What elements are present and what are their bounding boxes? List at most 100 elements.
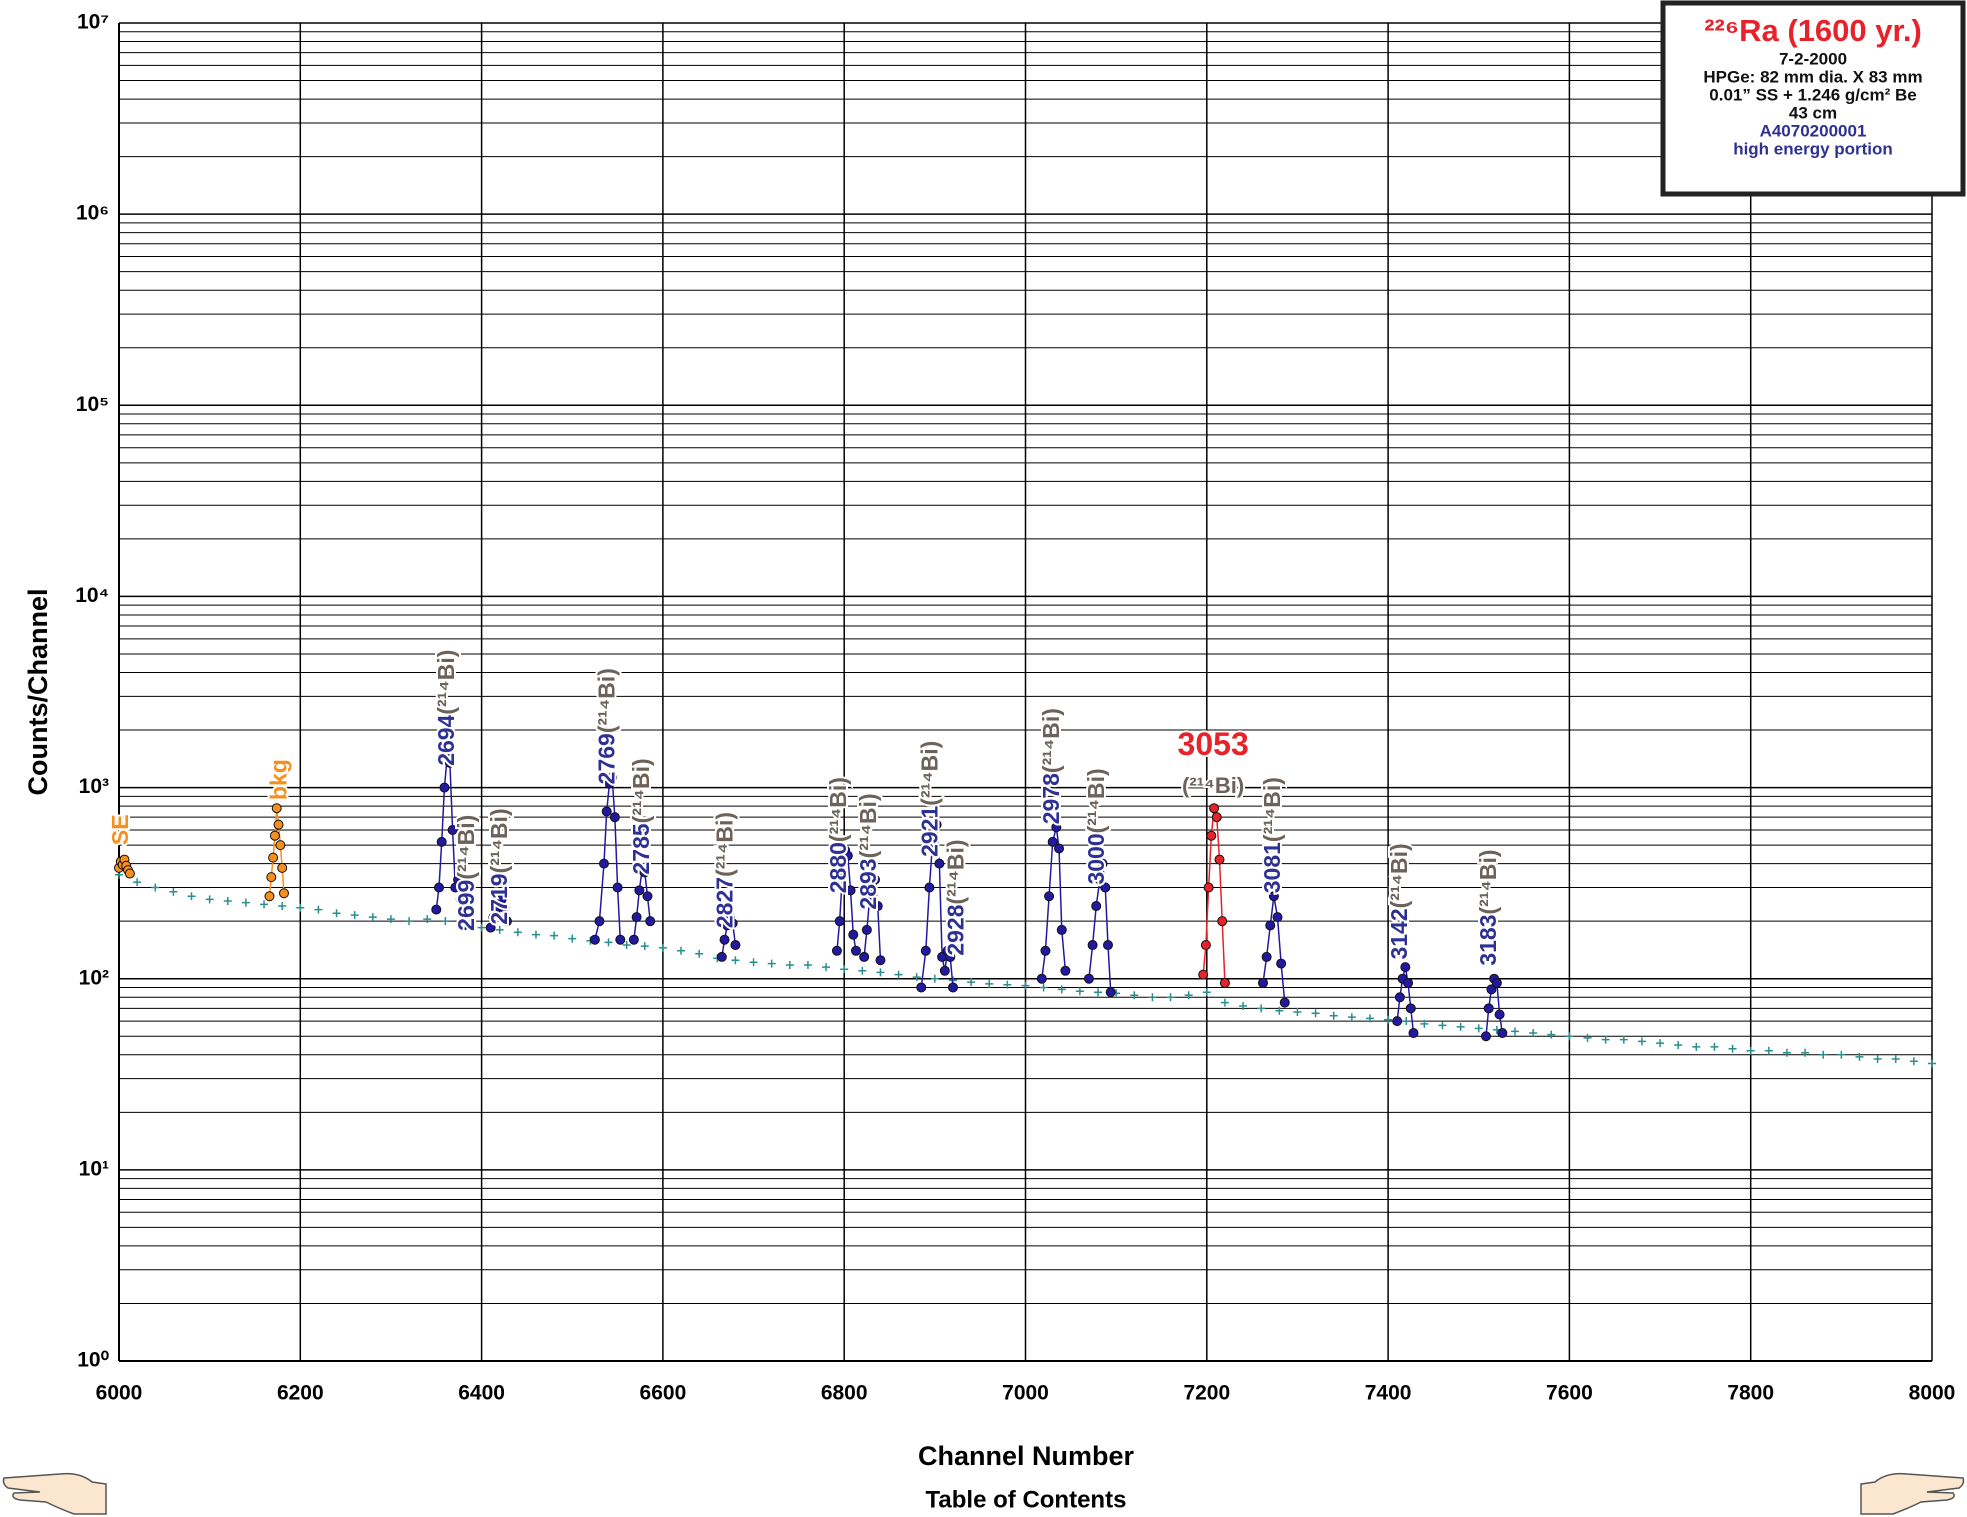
info-source-line: A4070200001: [1760, 121, 1867, 140]
data-point: [447, 824, 458, 835]
data-point: [455, 894, 466, 905]
data-point: [271, 803, 282, 814]
data-point: [1003, 980, 1012, 989]
prev-hand-icon[interactable]: [2, 1472, 107, 1515]
data-point: [1392, 1016, 1403, 1027]
peak-label: 3000(²¹⁴Bi): [1083, 768, 1109, 884]
peak-energy: 3053: [1178, 726, 1249, 762]
data-point: [268, 852, 279, 863]
data-point: [1044, 891, 1055, 902]
data-point: [834, 916, 845, 927]
next-hand-icon[interactable]: [1860, 1472, 1965, 1515]
data-point: [767, 959, 776, 968]
data-point: [1819, 1050, 1828, 1059]
data-point: [386, 915, 395, 924]
data-point: [1365, 1014, 1374, 1023]
peak-line: [1041, 827, 1067, 979]
data-point: [275, 840, 286, 851]
data-point: [1692, 1042, 1701, 1051]
peak-label: 2769(²¹⁴Bi): [594, 668, 620, 784]
peak-label: 3142(²¹⁴Bi): [1386, 843, 1412, 959]
data-point: [1276, 958, 1287, 969]
peak-label: 2880(²¹⁴Bi): [825, 777, 851, 893]
data-point: [1206, 830, 1217, 841]
peak-energy: 2921: [916, 805, 942, 856]
data-point: [875, 955, 886, 966]
data-point: [859, 951, 870, 962]
data-point: [501, 916, 512, 927]
peak-label: 2785(²¹⁴Bi): [628, 758, 654, 874]
data-point: [612, 882, 623, 893]
peak-label: 2928(²¹⁴Bi): [943, 839, 969, 955]
data-point: [1100, 882, 1111, 893]
data-point: [1601, 1035, 1610, 1044]
x-tick-label: 6000: [96, 1382, 143, 1405]
y-tick-label: 10⁶: [76, 202, 109, 225]
toc-link[interactable]: Table of Contents: [926, 1486, 1127, 1513]
series: [485, 894, 512, 933]
data-point: [727, 918, 738, 929]
peak-label: 2978(²¹⁴Bi): [1038, 708, 1064, 824]
y-tick-label: 10³: [79, 775, 109, 798]
data-point: [628, 934, 639, 945]
data-point: [1091, 901, 1102, 912]
data-point: [1491, 977, 1502, 988]
data-point: [1075, 987, 1084, 996]
data-point: [916, 982, 927, 993]
data-point: [677, 946, 686, 955]
data-point: [1279, 997, 1290, 1008]
data-point: [594, 916, 605, 927]
peak-label: 3183(²¹⁴Bi): [1475, 849, 1501, 965]
series: [831, 845, 861, 956]
peak-isotope: (²¹⁴Bi): [628, 758, 654, 823]
peak-energy: 2893: [855, 858, 881, 909]
data-point: [931, 819, 942, 830]
x-tick-label: 6200: [277, 1382, 324, 1405]
info-source-line: high energy portion: [1733, 139, 1893, 158]
y-tick-label: 10¹: [79, 1157, 109, 1180]
data-point: [1265, 920, 1276, 931]
data-point: [845, 885, 856, 896]
x-tick-label: 6400: [458, 1382, 505, 1405]
data-point: [1102, 940, 1113, 951]
peak-energy: 3081: [1259, 842, 1285, 893]
series: [114, 854, 135, 879]
peak-label: 2719(²¹⁴Bi): [486, 808, 512, 924]
peak-isotope: (²¹⁴Bi): [486, 808, 512, 873]
data-point: [785, 960, 794, 969]
series: [916, 819, 958, 993]
data-point: [716, 951, 727, 962]
data-point: [1486, 984, 1497, 995]
data-point: [876, 968, 885, 977]
data-point: [1420, 1019, 1429, 1028]
series: [628, 865, 656, 945]
data-point: [1257, 1004, 1266, 1013]
data-point: [314, 905, 323, 914]
data-point: [1200, 940, 1211, 951]
series: [859, 874, 886, 966]
data-point: [436, 836, 447, 847]
data-point: [133, 878, 142, 887]
data-point: [1837, 1050, 1846, 1059]
data-point: [1036, 973, 1047, 984]
data-point: [1438, 1021, 1447, 1030]
data-point: [151, 883, 160, 892]
data-point: [1619, 1035, 1628, 1044]
data-point: [241, 898, 250, 907]
data-point: [1674, 1041, 1683, 1049]
data-point: [1494, 1009, 1505, 1020]
data-point: [639, 867, 650, 878]
data-point: [266, 872, 277, 883]
x-tick-label: 8000: [1909, 1382, 1956, 1405]
data-point: [531, 930, 540, 939]
x-tick-label: 6600: [640, 1382, 687, 1405]
peak-energy: 3000: [1083, 833, 1109, 884]
data-point: [842, 850, 853, 861]
peak-energy: 2827: [712, 877, 738, 928]
data-point: [749, 958, 758, 967]
data-point: [1166, 993, 1175, 1002]
peak-isotope: (²¹⁴Bi): [1182, 773, 1244, 798]
peak-isotope: (²¹⁴Bi): [1475, 849, 1501, 914]
